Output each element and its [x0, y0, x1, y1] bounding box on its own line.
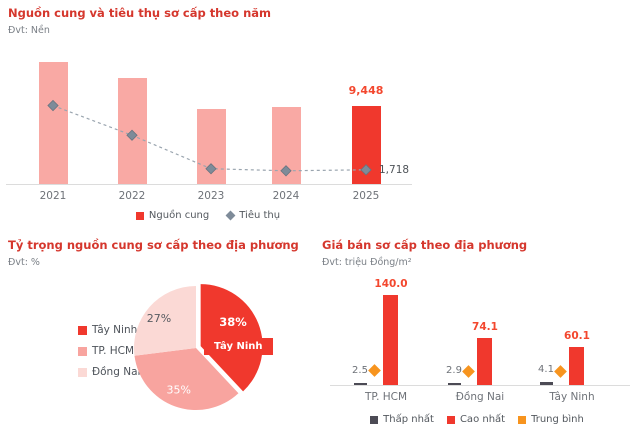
- pie-slice-tay-ninh: [200, 284, 263, 392]
- legend-item-dong-nai: Đồng Nai: [78, 366, 140, 378]
- x-axis-label: 2025: [352, 190, 380, 202]
- supply-share-chart: Tỷ trọng nguồn cung sơ cấp theo địa phươ…: [8, 238, 314, 436]
- consumption-line-path: [52, 104, 367, 172]
- x-axis-label: 2021: [39, 190, 67, 202]
- max-price-label: 140.0: [374, 278, 408, 290]
- supply-consumption-plot: 9,448 2021 2022 2023 2024 2025 1,718: [6, 56, 412, 202]
- legend-item-thap-nhat: Thấp nhất: [370, 414, 434, 425]
- max-price-bar: [569, 347, 584, 385]
- x-axis-label: 2024: [272, 190, 300, 202]
- chart-title-share: Tỷ trọng nguồn cung sơ cấp theo địa phươ…: [8, 238, 299, 252]
- square-marker-icon: [370, 415, 379, 424]
- square-marker-icon: [446, 415, 455, 424]
- consumption-line-layer: [47, 99, 372, 177]
- x-axis-label: Đồng Nai: [455, 391, 505, 403]
- pie-container: 38% 35% 27%: [120, 272, 272, 424]
- legend-label: Nguồn cung: [148, 210, 210, 221]
- legend-label: Trung bình: [531, 414, 584, 425]
- legend-label: Tiêu thụ: [239, 210, 281, 221]
- consumption-diamond-marker: [280, 165, 292, 177]
- consumption-diamond-marker: [126, 129, 138, 141]
- square-marker-icon: [135, 211, 144, 220]
- x-axis-line: [6, 184, 412, 185]
- square-marker-icon: [78, 346, 87, 356]
- pie-percentage-label: 38%: [219, 315, 247, 329]
- pie-percentage-label: 27%: [147, 312, 171, 325]
- x-axis-label: 2023: [197, 190, 225, 202]
- price-chart-legend: Thấp nhất Cao nhất Trung bình: [322, 414, 632, 425]
- max-price-label: 74.1: [472, 321, 498, 333]
- min-price-label: 2.5: [352, 365, 368, 376]
- consumption-diamond-marker: [205, 163, 217, 175]
- chart-title-supply: Nguồn cung và tiêu thụ sơ cấp theo năm: [8, 6, 272, 20]
- pie-slice-tp-hcm: [134, 348, 239, 410]
- max-price-bar: [383, 295, 398, 385]
- price-chart: Giá bán sơ cấp theo địa phương Đvt: triệ…: [322, 238, 636, 436]
- legend-label: Đồng Nai: [92, 366, 141, 378]
- consumption-value-label: 1,718: [379, 163, 410, 176]
- min-price-label: 2.9: [446, 365, 462, 376]
- legend-label: TP. HCM: [92, 345, 135, 357]
- chart-title-price: Giá bán sơ cấp theo địa phương: [322, 238, 528, 252]
- min-price-bar: [448, 383, 461, 385]
- unit-label-share: Đvt: %: [8, 257, 40, 268]
- supply-chart-legend: Nguồn cung Tiêu thụ: [8, 210, 408, 221]
- pie-legend: Tây Ninh TP. HCM Đồng Nai: [78, 324, 140, 378]
- legend-item-nguon-cung: Nguồn cung: [135, 210, 210, 221]
- max-price-label: 60.1: [564, 330, 590, 342]
- legend-label: Thấp nhất: [383, 414, 434, 425]
- price-plot: 2.5 140.0 TP. HCM 2.9 74.1 Đồng Nai 4.1 60.1 Tây…: [330, 278, 630, 403]
- x-axis-label: 2022: [118, 190, 146, 202]
- square-marker-icon: [78, 325, 87, 335]
- pie-percentage-label: 35%: [167, 384, 191, 397]
- min-price-bar: [354, 383, 367, 385]
- pie-slice-dong-nai: [134, 286, 196, 356]
- square-marker-icon: [78, 367, 87, 377]
- legend-item-tp-hcm: TP. HCM: [78, 345, 140, 357]
- min-price-label: 4.1: [538, 364, 554, 375]
- x-axis-line: [330, 385, 630, 386]
- legend-item-tieu-thu: Tiêu thụ: [225, 210, 281, 221]
- diamond-marker-icon: [225, 210, 236, 221]
- supply-value-label: 9,448: [348, 84, 384, 97]
- x-axis-label: TP. HCM: [364, 391, 408, 403]
- supply-consumption-chart: Nguồn cung và tiêu thụ sơ cấp theo năm Đ…: [6, 6, 632, 234]
- max-price-bar: [477, 338, 492, 385]
- legend-label: Cao nhất: [459, 414, 506, 425]
- consumption-diamond-marker: [47, 99, 59, 112]
- legend-item-cao-nhat: Cao nhất: [446, 414, 506, 425]
- supply-share-pie: 38% 35% 27%: [134, 284, 263, 410]
- legend-item-tay-ninh: Tây Ninh: [78, 324, 140, 336]
- legend-label: Tây Ninh: [92, 324, 138, 336]
- tay-ninh-callout-badge: Tây Ninh: [204, 338, 273, 355]
- legend-item-trung-binh: Trung bình: [518, 414, 584, 425]
- consumption-diamond-marker: [360, 164, 372, 176]
- supply-bar: [38, 62, 68, 184]
- unit-label-price: Đvt: triệu Đồng/m²: [322, 257, 412, 268]
- x-axis-label: Tây Ninh: [549, 391, 595, 403]
- min-price-bar: [540, 382, 553, 385]
- unit-label-supply: Đvt: Nền: [8, 25, 50, 36]
- square-marker-icon: [518, 415, 527, 424]
